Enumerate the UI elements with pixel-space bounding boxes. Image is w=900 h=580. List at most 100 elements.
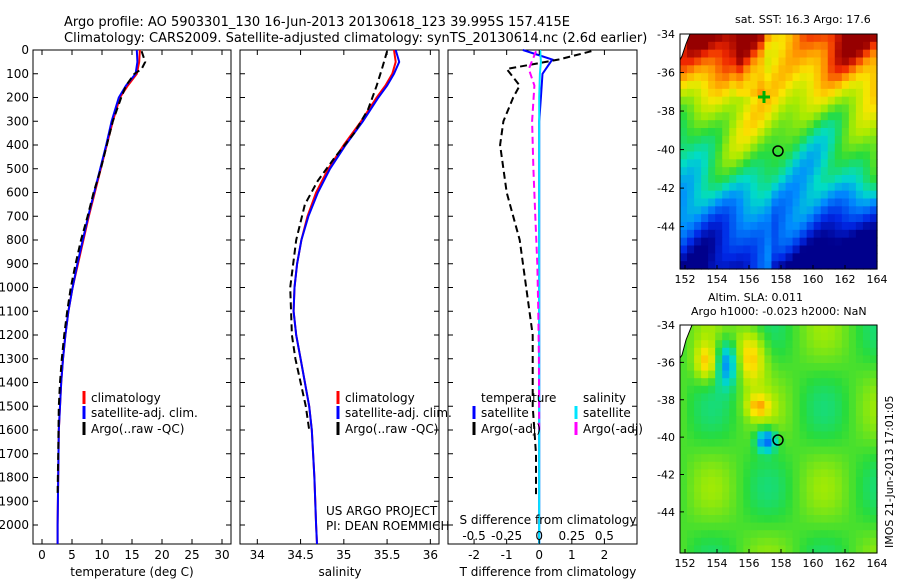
map-cell <box>806 515 815 524</box>
map-cell <box>687 515 695 524</box>
map-cell <box>778 182 787 192</box>
map-cell <box>862 484 871 493</box>
map-cell <box>827 515 836 524</box>
map-cell <box>792 439 801 448</box>
map-cell <box>736 499 744 508</box>
map-cell <box>827 439 836 448</box>
map-cell <box>778 507 787 516</box>
map-cell <box>785 522 794 531</box>
map-cell <box>680 416 688 425</box>
map-cell <box>785 431 794 440</box>
map-cell <box>827 363 836 372</box>
map-cell <box>750 229 758 239</box>
map-cell <box>701 499 709 508</box>
map-cell <box>848 515 857 524</box>
map-cell <box>799 96 808 106</box>
map-cell <box>869 530 878 539</box>
map-cell <box>841 222 850 231</box>
map-cell <box>722 347 730 356</box>
map-cell <box>701 393 709 402</box>
map-cell <box>778 492 787 501</box>
map-cell <box>743 537 751 546</box>
map-cell <box>764 385 773 394</box>
map-cell <box>764 530 773 539</box>
map-cell <box>708 499 716 508</box>
map-cell <box>743 423 751 432</box>
map-cell <box>736 175 744 184</box>
map-cell <box>750 393 758 402</box>
map-cell <box>764 245 773 254</box>
map-cell <box>750 378 758 387</box>
map-cell <box>827 385 836 394</box>
map-cell <box>708 182 716 192</box>
map-cell <box>834 332 843 341</box>
map-cell <box>708 151 716 160</box>
map-cell <box>799 492 808 501</box>
map-cell <box>687 340 695 349</box>
map-cell <box>813 492 822 501</box>
map-cell <box>757 73 766 82</box>
lat-tick-label: -38 <box>657 394 675 407</box>
map-cell <box>827 88 836 98</box>
map-cell <box>785 253 794 262</box>
temperature-xlabel: temperature (deg C) <box>70 565 193 579</box>
map-cell <box>722 370 730 379</box>
map-cell <box>855 222 864 231</box>
difference-legend: temperature salinity satellite Argo(-adj… <box>472 391 643 436</box>
map-cell <box>708 332 716 341</box>
map-cell <box>736 222 744 231</box>
map-cell <box>750 175 758 184</box>
map-cell <box>715 135 723 145</box>
map-cell <box>715 34 723 43</box>
map-cell <box>743 325 751 334</box>
map-cell <box>736 408 744 417</box>
map-cell <box>750 190 758 200</box>
map-cell <box>827 104 836 113</box>
map-cell <box>848 229 857 239</box>
map-cell <box>764 222 773 231</box>
map-cell <box>708 484 716 493</box>
map-cell <box>743 340 751 349</box>
map-cell <box>764 332 773 341</box>
map-cell <box>834 222 843 231</box>
map-cell <box>799 237 808 247</box>
map-cell <box>708 545 716 554</box>
map-cell <box>813 229 822 239</box>
map-cell <box>743 385 751 394</box>
map-cell <box>778 431 787 440</box>
map-cell <box>722 253 730 262</box>
map-cell <box>736 34 744 43</box>
x-tick-label: -2 <box>468 548 480 562</box>
map-cell <box>708 143 716 153</box>
map-cell <box>736 347 744 356</box>
map-cell <box>820 446 829 455</box>
x-tick-label: 35.5 <box>374 548 401 562</box>
map-cell <box>785 370 794 379</box>
map-cell <box>834 385 843 394</box>
map-cell <box>743 96 751 106</box>
map-cell <box>771 206 780 215</box>
map-cell <box>785 222 794 231</box>
map-cell <box>806 537 815 546</box>
map-cell <box>820 151 829 160</box>
map-cell <box>855 484 864 493</box>
map-cell <box>869 245 878 254</box>
map-cell <box>869 198 878 207</box>
map-cell <box>862 143 871 153</box>
map-cell <box>729 469 737 478</box>
depth-tick-label: 300 <box>6 114 29 128</box>
map-cell <box>813 325 822 334</box>
map-cell <box>687 182 695 192</box>
map-cell <box>750 492 758 501</box>
map-cell <box>694 182 702 192</box>
map-cell <box>792 340 801 349</box>
map-cell <box>680 477 688 486</box>
map-cell <box>764 537 773 546</box>
map-cell <box>750 167 758 176</box>
map-cell <box>806 190 815 200</box>
map-cell <box>743 461 751 470</box>
map-cell <box>848 522 857 531</box>
map-cell <box>694 190 702 200</box>
map-cell <box>827 41 836 51</box>
map-cell <box>799 81 808 90</box>
